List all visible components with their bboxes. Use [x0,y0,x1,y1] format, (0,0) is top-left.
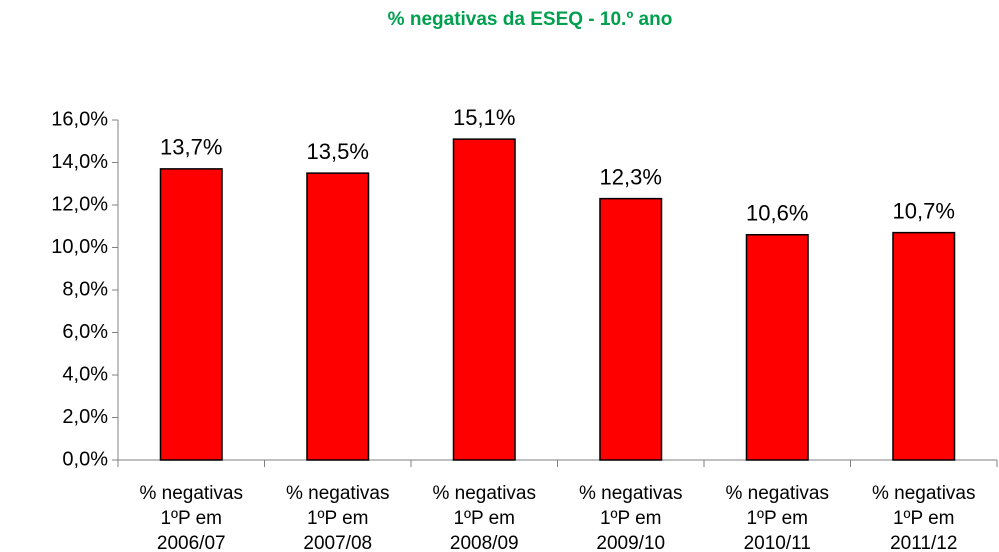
value-label: 13,5% [307,139,369,164]
y-tick-label: 10,0% [51,236,108,258]
bar [599,197,663,461]
y-tick-label: 14,0% [51,151,108,173]
y-tick-label: 0,0% [62,448,108,470]
y-tick-label: 8,0% [62,278,108,300]
bar [745,234,809,461]
bar [306,172,370,461]
value-label: 15,1% [453,105,515,130]
value-label: 10,6% [746,201,808,226]
x-tick-label: % negativas 1ºP em 2007/08 [286,483,390,552]
y-tick-label: 2,0% [62,406,108,428]
value-label: 13,7% [160,135,222,160]
y-tick-label: 16,0% [51,108,108,130]
value-label: 10,7% [893,198,955,223]
x-tick-label: % negativas 1ºP em 2006/07 [139,483,243,552]
x-tick-label: % negativas 1ºP em 2010/11 [725,483,829,552]
x-tick-label: % negativas 1ºP em 2011/12 [872,483,976,552]
value-label: 12,3% [600,164,662,189]
chart-title: % negativas da ESEQ - 10.º ano [388,9,673,30]
x-tick-label: % negativas 1ºP em 2008/09 [432,483,536,552]
y-tick-label: 6,0% [62,321,108,343]
y-tick-label: 4,0% [62,363,108,385]
bar [159,168,223,461]
bar [892,231,956,461]
y-tick-label: 12,0% [51,193,108,215]
x-tick-label: % negativas 1ºP em 2009/10 [579,483,683,552]
bar [452,138,516,461]
